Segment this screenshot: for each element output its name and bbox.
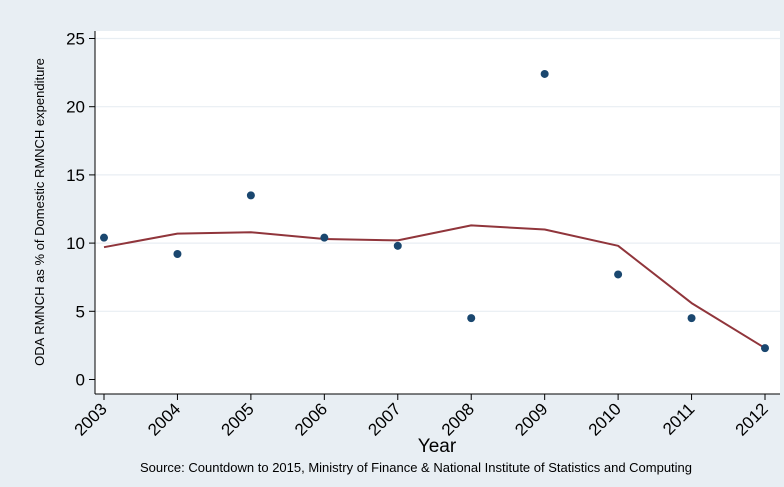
data-point-2005 xyxy=(246,191,255,200)
grid-lines xyxy=(95,37,780,312)
axes xyxy=(89,31,780,400)
data-point-series xyxy=(100,69,769,353)
data-point-2004 xyxy=(173,250,182,259)
x-axis-title: Year xyxy=(418,436,457,457)
fitted-line xyxy=(103,224,766,349)
source-note: Source: Countdown to 2015, Ministry of F… xyxy=(140,460,692,475)
y-tick-label-25: 25 xyxy=(66,30,85,49)
data-point-2010 xyxy=(614,270,623,279)
plot-area xyxy=(95,31,780,394)
data-point-2008 xyxy=(467,314,476,323)
data-point-2006 xyxy=(320,233,329,242)
y-tick-label-10: 10 xyxy=(66,234,85,253)
data-point-2011 xyxy=(687,314,696,323)
data-point-2007 xyxy=(393,241,402,250)
y-tick-labels: 0 5 10 15 20 25 xyxy=(66,30,85,390)
fitted-line-series xyxy=(103,224,766,349)
y-tick-label-20: 20 xyxy=(66,98,85,117)
y-tick-label-15: 15 xyxy=(66,166,85,185)
data-point-2003 xyxy=(100,233,108,242)
y-tick-label-0: 0 xyxy=(76,371,85,390)
data-point-2009 xyxy=(540,69,549,78)
data-point-2012 xyxy=(761,344,769,353)
y-tick-label-5: 5 xyxy=(76,302,85,321)
y-axis-title: ODA RMNCH as % of Domestic RMNCH expendi… xyxy=(32,58,47,366)
